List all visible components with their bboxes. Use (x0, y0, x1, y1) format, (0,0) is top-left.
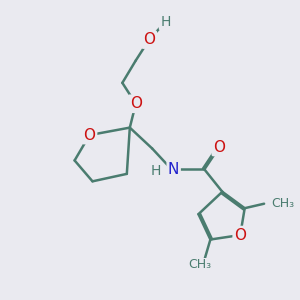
Text: CH₃: CH₃ (188, 258, 212, 272)
Text: H: H (160, 15, 171, 29)
Text: O: O (83, 128, 95, 142)
Text: O: O (234, 227, 246, 242)
Text: CH₃: CH₃ (272, 197, 295, 210)
Text: N: N (168, 162, 179, 177)
Text: O: O (213, 140, 225, 154)
Text: O: O (130, 96, 142, 111)
Text: O: O (143, 32, 155, 47)
Text: H: H (151, 164, 161, 178)
